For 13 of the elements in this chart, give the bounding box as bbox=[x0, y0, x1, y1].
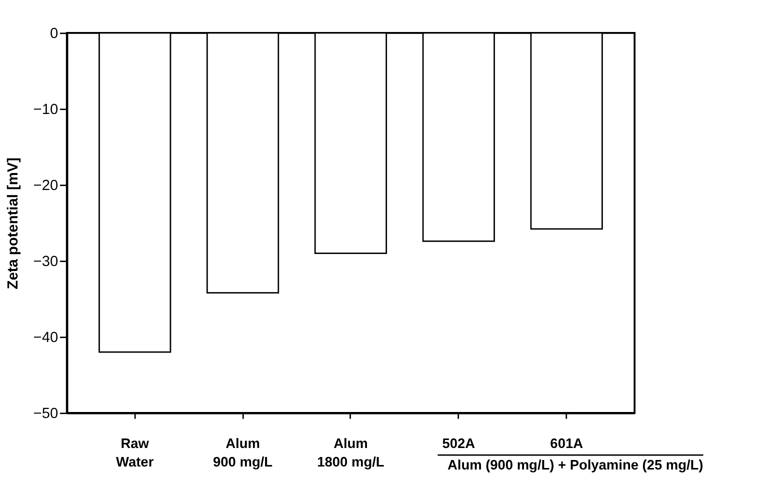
y-tick-label: −20 bbox=[33, 178, 58, 194]
y-tick-label: −50 bbox=[33, 406, 58, 422]
y-tick-label: −10 bbox=[33, 102, 58, 118]
y-axis-title: Zeta potential [mV] bbox=[6, 157, 22, 290]
x-tick-label: Raw Water bbox=[116, 436, 154, 470]
x-tick-label: 502A bbox=[442, 436, 476, 452]
text: Alum (900 mg/L) + Polyamine (25 mg/L) bbox=[447, 458, 704, 473]
x-tick-label: Alum 900 mg/L bbox=[213, 436, 273, 470]
y-tick-label: −40 bbox=[33, 330, 58, 346]
y-tick-label: 0 bbox=[50, 26, 58, 42]
x-tick-label: 601A bbox=[550, 436, 584, 452]
x-tick-label: Alum 1800 mg/L bbox=[317, 436, 384, 470]
y-tick-label: −30 bbox=[33, 254, 58, 270]
